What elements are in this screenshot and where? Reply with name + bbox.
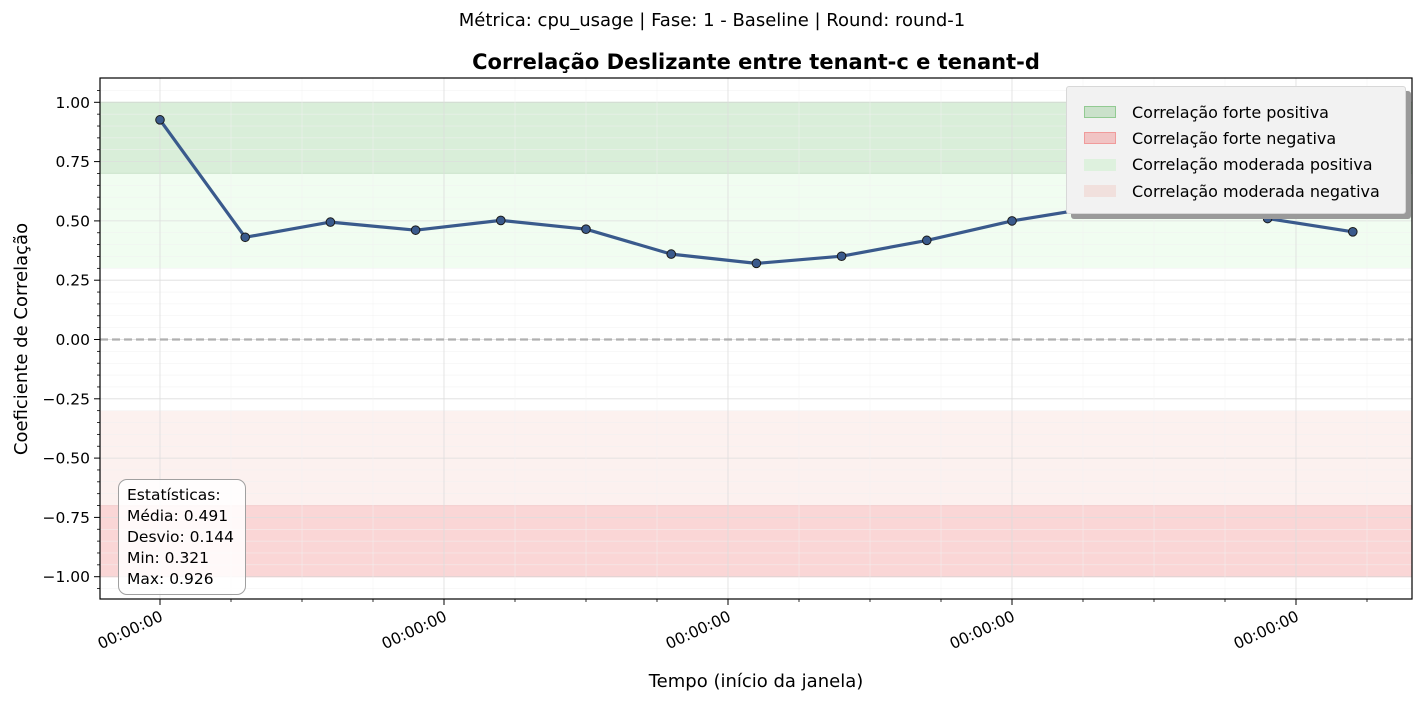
y-tick-label: −1.00 [43, 568, 91, 586]
legend-label: Correlação forte negativa [1132, 128, 1337, 148]
legend-swatch-moderate-positive [1084, 158, 1116, 171]
legend-label: Correlação moderada positiva [1132, 155, 1373, 175]
data-point [496, 215, 506, 226]
legend-item-moderate-positive: Correlação moderada positiva [1084, 152, 1405, 178]
data-point [1348, 227, 1358, 237]
x-axis-label: Tempo (início da janela) [648, 671, 864, 692]
y-tick-label: 0.50 [55, 212, 90, 230]
x-tick-label: 00:00:00 [1231, 607, 1302, 653]
y-tick-label: −0.50 [43, 450, 91, 468]
data-point [155, 115, 165, 125]
y-tick-label: 1.00 [55, 94, 90, 112]
data-point [325, 217, 336, 227]
y-tick-label: 0.75 [55, 153, 90, 171]
x-tick-label: 00:00:00 [663, 607, 734, 653]
statistics-box: Estatísticas: Média: 0.491 Desvio: 0.144… [118, 479, 246, 595]
data-point [1007, 216, 1017, 226]
data-point [410, 225, 421, 235]
stats-max: Max: 0.926 [127, 570, 214, 588]
legend-swatch-strong-negative [1084, 132, 1116, 145]
x-tick-label: 00:00:00 [95, 607, 166, 653]
legend-swatch-strong-positive [1084, 106, 1116, 119]
data-point [751, 258, 762, 269]
data-point [581, 224, 591, 235]
y-axis-label: Coeficiente de Correlação [11, 223, 32, 455]
legend-label: Correlação moderada negativa [1132, 181, 1380, 201]
stats-heading: Estatísticas: [127, 486, 221, 504]
y-tick-label: −0.25 [43, 390, 91, 408]
legend-swatch-moderate-negative [1084, 185, 1116, 198]
legend-item-moderate-negative: Correlação moderada negativa [1084, 178, 1405, 204]
y-tick-label: −0.75 [43, 509, 91, 527]
data-point [240, 232, 250, 243]
legend-item-strong-negative: Correlação forte negativa [1084, 125, 1405, 151]
x-tick-label: 00:00:00 [947, 607, 1018, 653]
legend-label: Correlação forte positiva [1132, 102, 1329, 122]
data-point [666, 249, 677, 259]
figure-suptitle: Métrica: cpu_usage | Fase: 1 - Baseline … [458, 10, 966, 31]
data-point [922, 235, 932, 246]
x-tick-label: 00:00:00 [379, 607, 450, 653]
stats-stddev: Desvio: 0.144 [127, 528, 235, 546]
chart-title: Correlação Deslizante entre tenant-c e t… [472, 50, 1040, 74]
legend-item-strong-positive: Correlação forte positiva [1084, 99, 1405, 125]
plot-frame [99, 77, 1413, 600]
chart-legend: Correlação forte positiva Correlação for… [1066, 86, 1406, 214]
y-tick-label: 0.25 [55, 272, 90, 290]
data-point [836, 251, 847, 262]
stats-min: Min: 0.321 [127, 549, 210, 567]
stats-mean: Média: 0.491 [127, 507, 229, 525]
y-tick-label: 0.00 [55, 331, 90, 349]
